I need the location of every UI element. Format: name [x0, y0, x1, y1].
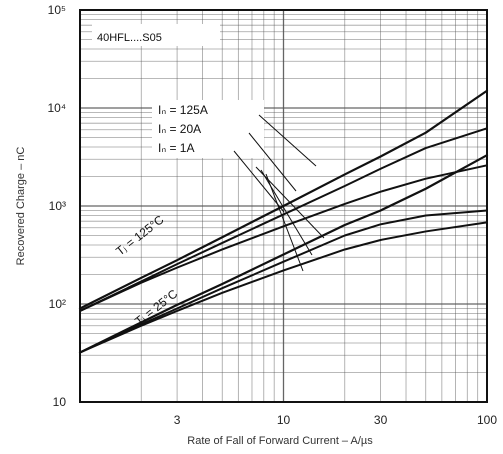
series-line-5 — [79, 209, 488, 354]
x-axis-label: Rate of Fall of Forward Current – A/µs — [187, 435, 373, 447]
legend-label-3: Iₙ = 1A — [158, 141, 194, 155]
series-line-2 — [79, 127, 488, 312]
model-label-box — [92, 24, 220, 46]
series-line-6 — [79, 221, 488, 354]
y-tick-label-5: 10⁵ — [48, 3, 66, 17]
x-tick-label-4: 100 — [477, 413, 497, 427]
y-tick-label-1: 10 — [53, 395, 67, 409]
legend-box — [152, 100, 264, 158]
tick-layer: 3 10 30 100 10 10² 10³ 10⁴ 10⁵ — [47, 3, 497, 427]
legend-leader-2 — [248, 132, 297, 192]
curve-layer — [78, 89, 489, 354]
y-tick-label-2: 10² — [49, 297, 66, 311]
legend-leader-1 — [258, 114, 317, 167]
legend-leader-3 — [233, 150, 285, 213]
y-axis-label: Recovered Charge – nC — [15, 147, 27, 266]
legend-label-2: Iₙ = 20A — [158, 122, 201, 136]
series-line-4 — [78, 154, 489, 354]
series-line-1 — [78, 89, 489, 310]
x-tick-label-2: 10 — [277, 413, 291, 427]
legend-leader-6 — [265, 173, 304, 272]
y-tick-label-3: 10³ — [49, 199, 66, 213]
x-tick-label-1: 3 — [174, 413, 181, 427]
plot-frame — [79, 9, 488, 403]
series-line-3 — [79, 164, 488, 312]
y-tick-label-4: 10⁴ — [47, 101, 66, 115]
legend-label-1: Iₙ = 125A — [158, 103, 208, 117]
model-label: 40HFL....S05 — [97, 32, 162, 44]
x-tick-label-3: 30 — [374, 413, 388, 427]
